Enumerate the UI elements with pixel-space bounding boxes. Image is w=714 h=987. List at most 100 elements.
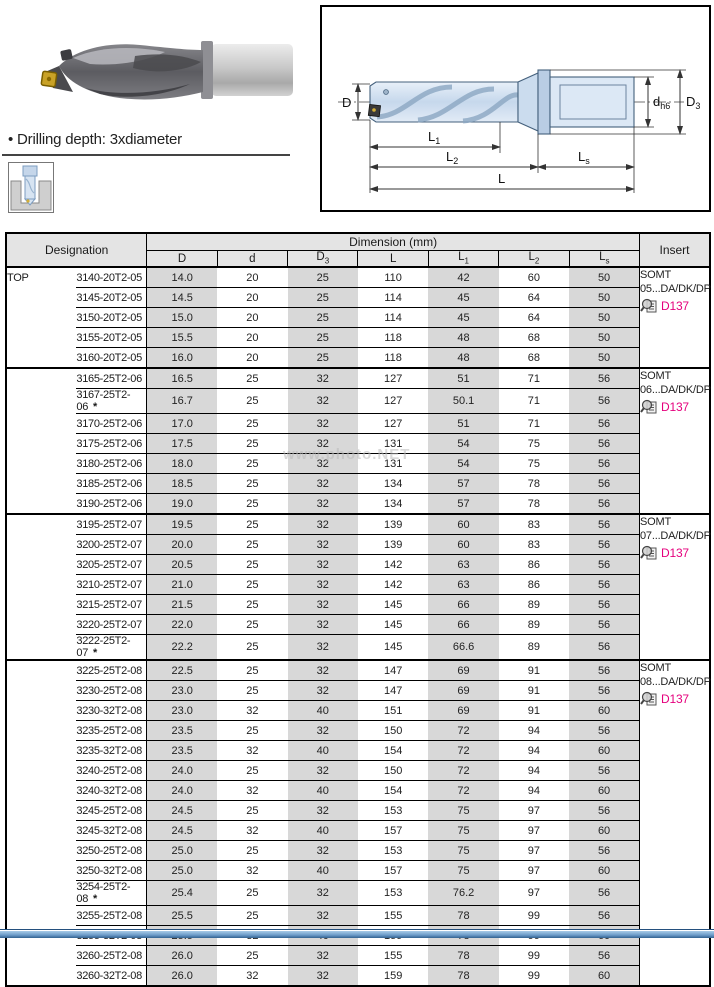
value-cell: 51 <box>428 413 499 434</box>
value-cell: 50 <box>569 266 640 288</box>
value-cell: 97 <box>498 860 570 881</box>
value-cell: 56 <box>569 614 640 635</box>
value-cell: 157 <box>357 860 429 881</box>
value-cell: 60 <box>498 266 570 288</box>
value-cell: 142 <box>357 574 429 595</box>
table-row: 3190-25T2-06 19.0 25 32 134 57 78 56 <box>6 493 710 514</box>
value-cell: 60 <box>428 534 499 555</box>
value-cell: 56 <box>569 453 640 474</box>
value-cell: 25 <box>217 634 288 660</box>
dim-label-D3: D3 <box>686 94 700 111</box>
table-row: 3185-25T2-06 18.5 25 32 134 57 78 56 <box>6 473 710 494</box>
value-cell: 14.0 <box>146 266 218 288</box>
designation-cell: 3240-32T2-08 <box>76 780 148 801</box>
table-row: 3222-25T2-07 * 22.2 25 32 145 66.6 89 56 <box>6 634 710 660</box>
designation-cell: 3190-25T2-06 <box>76 493 148 514</box>
value-cell: 78 <box>428 905 499 926</box>
value-cell: 32 <box>217 860 288 881</box>
value-cell: 71 <box>498 413 570 434</box>
value-cell: 72 <box>428 780 499 801</box>
gutter-cell <box>6 741 76 761</box>
value-cell: 150 <box>357 720 429 741</box>
value-cell: 48 <box>428 327 499 348</box>
star-marker: * <box>93 893 98 905</box>
designation-cell: 3230-25T2-08 <box>76 680 148 701</box>
designation-cell: 3165-25T2-06 <box>76 367 148 389</box>
value-cell: 56 <box>569 367 640 389</box>
table-row: 3220-25T2-07 22.0 25 32 145 66 89 56 <box>6 614 710 635</box>
value-cell: 32 <box>287 473 358 494</box>
dim-label-L: L <box>498 171 505 186</box>
value-cell: 24.0 <box>146 780 218 801</box>
value-cell: 99 <box>498 905 570 926</box>
value-cell: 78 <box>428 945 499 966</box>
value-cell: 118 <box>357 327 429 348</box>
value-cell: 25 <box>217 574 288 595</box>
value-cell: 25 <box>217 614 288 635</box>
gutter-cell <box>6 701 76 721</box>
brand-prefix: TOP <box>7 271 29 284</box>
gutter-cell <box>6 348 76 369</box>
table-row: 3240-25T2-08 24.0 25 32 150 72 94 56 <box>6 760 710 781</box>
designation-cell: 3260-32T2-08 <box>76 965 148 986</box>
value-cell: 131 <box>357 433 429 454</box>
col-header-ls: Ls <box>568 250 640 267</box>
value-cell: 145 <box>357 614 429 635</box>
designation-cell: 3185-25T2-06 <box>76 473 148 494</box>
value-cell: 32 <box>287 594 358 615</box>
designation-cell: 3255-25T2-08 <box>76 905 148 926</box>
col-header-d: D <box>146 250 218 267</box>
value-cell: 24.5 <box>146 800 218 821</box>
drill-in-hole-icon <box>10 165 52 211</box>
value-cell: 26.0 <box>146 965 218 986</box>
designation-cell: 3260-25T2-08 <box>76 945 148 966</box>
table-header-row-1: Designation Dimension (mm) Insert <box>6 233 710 267</box>
value-cell: 154 <box>357 780 429 801</box>
value-cell: 56 <box>569 880 640 906</box>
value-cell: 110 <box>357 266 429 288</box>
insert-page-link[interactable]: D137 <box>661 399 689 414</box>
table-row: 3230-32T2-08 23.0 32 40 151 69 91 60 <box>6 700 710 721</box>
value-cell: 25 <box>217 554 288 575</box>
value-cell: 25 <box>217 800 288 821</box>
value-cell: 56 <box>569 634 640 660</box>
value-cell: 20 <box>217 327 288 348</box>
insert-page-link[interactable]: D137 <box>661 298 689 313</box>
value-cell: 139 <box>357 513 429 535</box>
value-cell: 63 <box>428 574 499 595</box>
value-cell: 56 <box>569 760 640 781</box>
gutter-cell <box>6 801 76 821</box>
value-cell: 21.5 <box>146 594 218 615</box>
value-cell: 50 <box>569 287 640 308</box>
value-cell: 60 <box>569 700 640 721</box>
value-cell: 16.5 <box>146 367 218 389</box>
value-cell: 32 <box>287 659 358 681</box>
insert-label: SOMT 08...DA/DK/DP <box>640 662 711 688</box>
value-cell: 25 <box>287 307 358 328</box>
value-cell: 40 <box>287 860 358 881</box>
value-cell: 32 <box>287 574 358 595</box>
value-cell: 25 <box>217 659 288 681</box>
value-cell: 25 <box>217 367 288 389</box>
value-cell: 56 <box>569 493 640 514</box>
value-cell: 15.5 <box>146 327 218 348</box>
value-cell: 20 <box>217 266 288 288</box>
insert-page-link[interactable]: D137 <box>661 691 689 706</box>
value-cell: 23.5 <box>146 740 218 761</box>
value-cell: 56 <box>569 574 640 595</box>
value-cell: 66 <box>428 594 499 615</box>
value-cell: 91 <box>498 659 570 681</box>
value-cell: 32 <box>287 413 358 434</box>
value-cell: 134 <box>357 493 429 514</box>
value-cell: 68 <box>498 327 570 348</box>
value-cell: 66 <box>428 614 499 635</box>
value-cell: 94 <box>498 780 570 801</box>
gutter-cell <box>6 906 76 926</box>
insert-label: SOMT 06...DA/DK/DP <box>640 370 711 396</box>
value-cell: 72 <box>428 740 499 761</box>
col-header-l: L <box>357 250 429 267</box>
value-cell: 127 <box>357 388 429 414</box>
insert-page-link[interactable]: D137 <box>661 545 689 560</box>
value-cell: 32 <box>287 840 358 861</box>
dimension-group-header: Dimension (mm) <box>146 233 640 251</box>
